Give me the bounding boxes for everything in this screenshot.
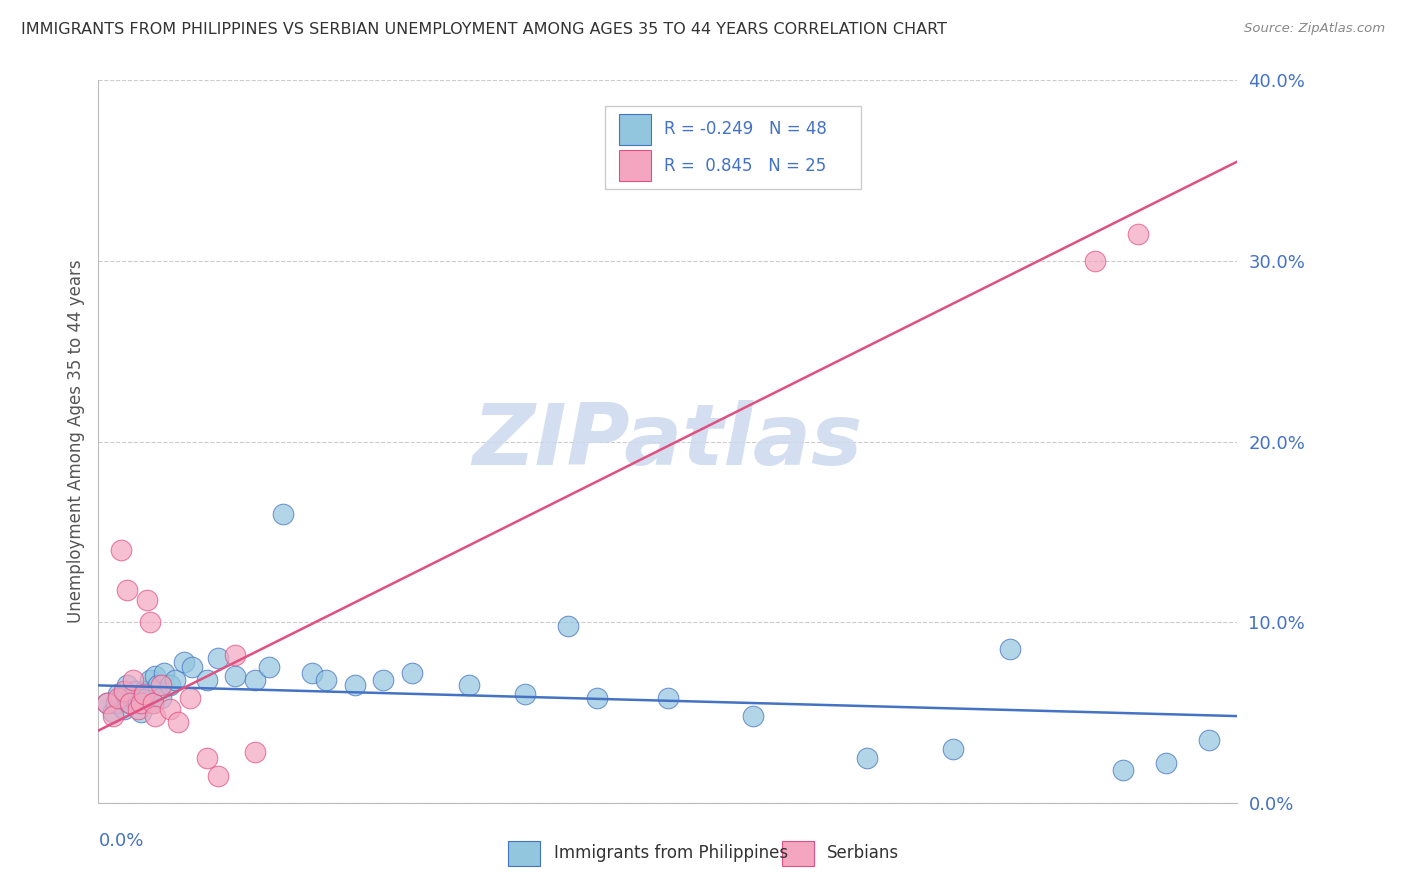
Point — [243, 673, 266, 687]
Point — [657, 691, 679, 706]
Bar — [619, 151, 651, 181]
Text: R = -0.249   N = 48: R = -0.249 N = 48 — [665, 120, 827, 138]
Point — [121, 691, 143, 706]
Point — [104, 697, 127, 711]
Point — [224, 669, 246, 683]
Point — [273, 507, 295, 521]
Text: IMMIGRANTS FROM PHILIPPINES VS SERBIAN UNEMPLOYMENT AMONG AGES 35 TO 44 YEARS CO: IMMIGRANTS FROM PHILIPPINES VS SERBIAN U… — [21, 22, 948, 37]
Point — [167, 714, 190, 729]
Bar — [509, 841, 540, 866]
Point — [124, 683, 146, 698]
Point — [115, 582, 138, 597]
Point — [132, 683, 155, 698]
Point — [401, 665, 423, 680]
Point — [243, 745, 266, 759]
Point — [129, 706, 152, 720]
Point — [181, 660, 204, 674]
Point — [150, 678, 173, 692]
Point — [110, 542, 132, 557]
Point — [115, 687, 138, 701]
Point — [127, 702, 149, 716]
Point — [179, 691, 201, 706]
Point — [138, 615, 160, 630]
Point — [145, 669, 167, 683]
Y-axis label: Unemployment Among Ages 35 to 44 years: Unemployment Among Ages 35 to 44 years — [66, 260, 84, 624]
Point — [112, 683, 135, 698]
Point — [301, 665, 323, 680]
Text: R =  0.845   N = 25: R = 0.845 N = 25 — [665, 156, 827, 175]
Point — [150, 691, 173, 706]
Point — [132, 687, 155, 701]
Point — [135, 593, 157, 607]
Point — [1112, 764, 1135, 778]
Point — [224, 648, 246, 662]
Point — [118, 697, 141, 711]
Point — [153, 665, 176, 680]
Point — [315, 673, 337, 687]
Bar — [782, 841, 814, 866]
Point — [173, 655, 195, 669]
Point — [373, 673, 395, 687]
Point — [148, 678, 170, 692]
Point — [1198, 732, 1220, 747]
Point — [96, 697, 118, 711]
Point — [742, 709, 765, 723]
Point — [129, 697, 152, 711]
Text: Serbians: Serbians — [827, 845, 900, 863]
FancyBboxPatch shape — [605, 105, 862, 189]
Point — [515, 687, 537, 701]
Point — [110, 691, 132, 706]
Point — [195, 673, 218, 687]
Point — [343, 678, 366, 692]
Text: Source: ZipAtlas.com: Source: ZipAtlas.com — [1244, 22, 1385, 36]
Text: ZIPatlas: ZIPatlas — [472, 400, 863, 483]
Point — [107, 691, 129, 706]
Point — [457, 678, 479, 692]
Point — [141, 697, 163, 711]
Point — [165, 673, 187, 687]
Point — [141, 697, 163, 711]
Point — [585, 691, 607, 706]
Point — [159, 702, 181, 716]
Text: Immigrants from Philippines: Immigrants from Philippines — [554, 845, 789, 863]
Point — [942, 741, 965, 756]
Point — [138, 673, 160, 687]
Point — [112, 702, 135, 716]
Point — [856, 750, 879, 764]
Point — [135, 691, 157, 706]
Point — [96, 697, 118, 711]
Text: 0.0%: 0.0% — [98, 831, 143, 850]
Point — [1084, 254, 1107, 268]
Bar — [619, 114, 651, 145]
Point — [557, 619, 579, 633]
Point — [1126, 227, 1149, 241]
Point — [998, 642, 1021, 657]
Point — [207, 651, 229, 665]
Point — [259, 660, 281, 674]
Point — [207, 769, 229, 783]
Point — [159, 678, 181, 692]
Point — [115, 678, 138, 692]
Point — [127, 697, 149, 711]
Point — [101, 709, 124, 723]
Point — [121, 673, 143, 687]
Point — [107, 687, 129, 701]
Point — [1154, 756, 1177, 770]
Point — [145, 709, 167, 723]
Point — [118, 697, 141, 711]
Point — [101, 706, 124, 720]
Point — [195, 750, 218, 764]
